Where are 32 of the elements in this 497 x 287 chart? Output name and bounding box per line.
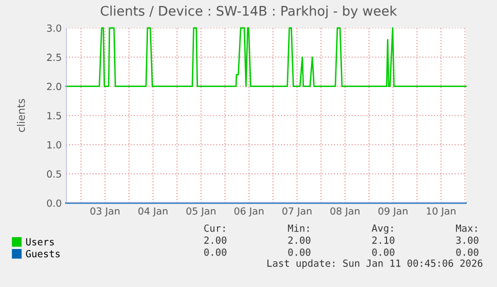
legend-label: Guests — [26, 250, 60, 258]
text: Max: — [456, 224, 477, 232]
text: 0.00 — [456, 248, 478, 256]
text: Avg: — [372, 224, 393, 234]
y-tick-label: 3.0 — [47, 24, 62, 32]
y-tick-label: 0.5 — [47, 170, 61, 178]
legend-label: Users — [26, 238, 54, 246]
y-tick-label: 0.0 — [47, 199, 62, 207]
text: Cur: — [204, 224, 225, 232]
y-axis-title: clients — [16, 98, 25, 132]
y-tick-label: 2.0 — [47, 82, 62, 90]
text: 2.00 — [288, 236, 310, 244]
chart-title: Clients / Device : SW-14B : Parkhoj - by week — [100, 6, 397, 18]
text: Last update: Sun Jan 11 00:45:06 2026 — [267, 259, 482, 269]
x-tick-label: 08 Jan — [330, 207, 360, 216]
x-tick-label: 03 Jan — [90, 207, 120, 216]
x-tick-label: 05 Jan — [186, 207, 216, 216]
text: 2.00 — [204, 236, 226, 244]
text: 0.00 — [372, 248, 394, 256]
text: 3.00 — [456, 236, 478, 244]
y-tick-label: 2.5 — [47, 54, 61, 61]
text: 0.00 — [204, 248, 226, 256]
text: 2.10 — [372, 236, 394, 244]
x-tick-label: 09 Jan — [378, 207, 408, 216]
text: 0.00 — [288, 248, 310, 256]
x-tick-label: 04 Jan — [138, 207, 168, 216]
x-tick-label: 06 Jan — [234, 207, 264, 216]
y-tick-label: 1.0 — [47, 141, 62, 148]
x-tick-label: 07 Jan — [282, 207, 312, 216]
text: Min: — [288, 224, 309, 232]
y-tick-label: 1.5 — [47, 112, 61, 120]
x-tick-label: 10 Jan — [426, 207, 456, 216]
